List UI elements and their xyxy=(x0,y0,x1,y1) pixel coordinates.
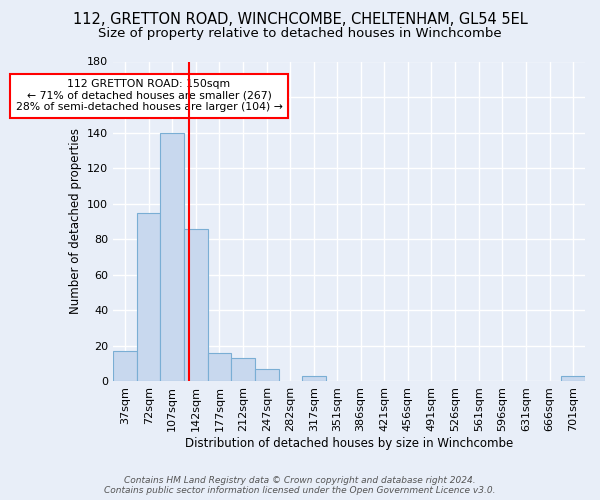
Bar xyxy=(562,376,585,382)
Text: 112, GRETTON ROAD, WINCHCOMBE, CHELTENHAM, GL54 5EL: 112, GRETTON ROAD, WINCHCOMBE, CHELTENHA… xyxy=(73,12,527,28)
Text: 112 GRETTON ROAD: 150sqm
← 71% of detached houses are smaller (267)
28% of semi-: 112 GRETTON ROAD: 150sqm ← 71% of detach… xyxy=(16,80,283,112)
Bar xyxy=(137,212,160,382)
Y-axis label: Number of detached properties: Number of detached properties xyxy=(68,128,82,314)
Bar xyxy=(255,369,278,382)
Bar xyxy=(232,358,255,382)
Bar xyxy=(208,353,232,382)
Bar xyxy=(302,376,326,382)
Bar xyxy=(160,132,184,382)
Text: Contains HM Land Registry data © Crown copyright and database right 2024.
Contai: Contains HM Land Registry data © Crown c… xyxy=(104,476,496,495)
Bar xyxy=(184,228,208,382)
Text: Size of property relative to detached houses in Winchcombe: Size of property relative to detached ho… xyxy=(98,28,502,40)
Bar xyxy=(113,351,137,382)
X-axis label: Distribution of detached houses by size in Winchcombe: Distribution of detached houses by size … xyxy=(185,437,513,450)
